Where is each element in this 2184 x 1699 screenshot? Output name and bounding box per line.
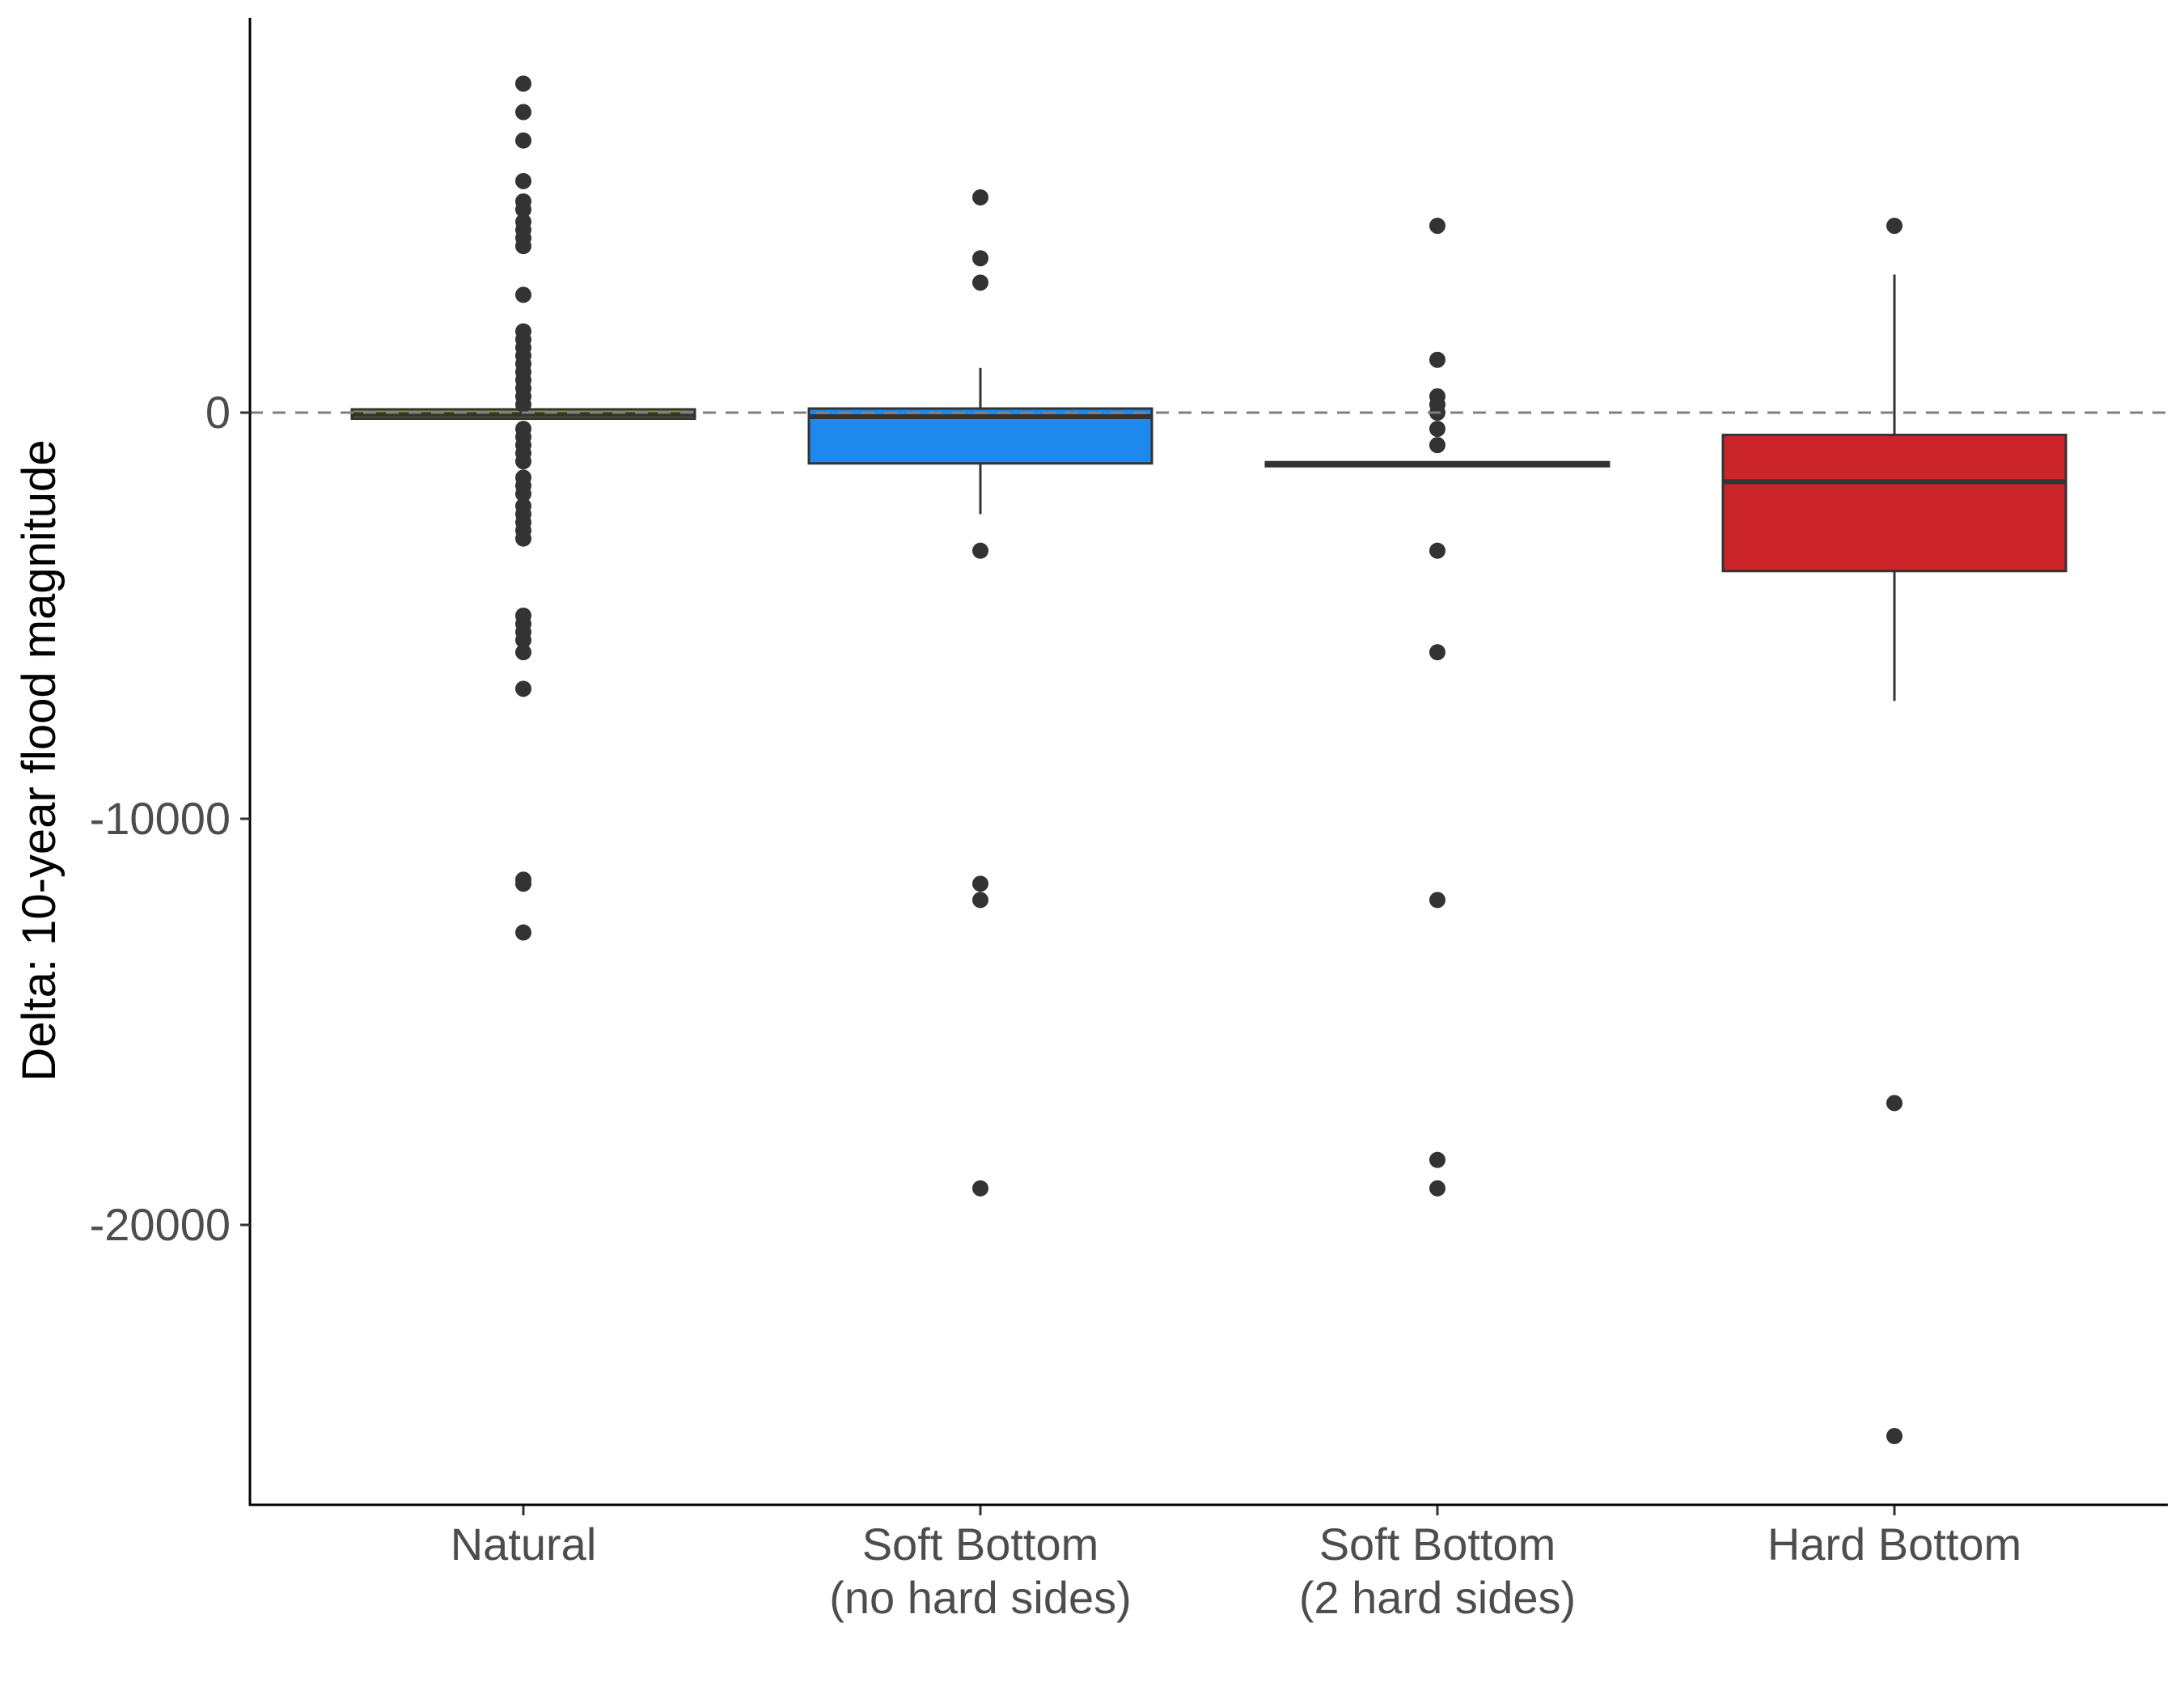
outlier-point — [972, 1180, 988, 1197]
box-group — [1721, 218, 2068, 1445]
outlier-point — [1429, 542, 1445, 559]
outlier-point — [1429, 1180, 1445, 1197]
axis-labels: Delta: 10-year flood magnitude 0 -10000 -2… — [13, 387, 2021, 1623]
outlier-point — [1886, 218, 1903, 235]
outlier-point — [515, 680, 531, 697]
outlier-point — [1886, 1428, 1903, 1445]
outlier-point — [1429, 437, 1445, 454]
x-tick-label: Soft Bottom — [1319, 1519, 1556, 1570]
box-group — [350, 75, 696, 941]
outlier-point — [972, 274, 988, 291]
outlier-point — [1429, 644, 1445, 661]
y-tick-label: -20000 — [90, 1199, 231, 1250]
outlier-point — [515, 530, 531, 547]
outlier-point — [515, 238, 531, 255]
iqr-box — [1721, 434, 2068, 573]
outlier-point — [1429, 218, 1445, 235]
outlier-point — [515, 286, 531, 303]
outlier-point — [515, 632, 531, 649]
outlier-point — [515, 924, 531, 941]
x-tick-label: (no hard sides) — [829, 1572, 1132, 1623]
outlier-point — [515, 132, 531, 149]
outlier-point — [515, 75, 531, 92]
outlier-point — [515, 396, 531, 413]
x-tick-label: Hard Bottom — [1767, 1519, 2021, 1570]
outlier-point — [972, 892, 988, 909]
outlier-point — [515, 104, 531, 121]
outlier-point — [1886, 1095, 1903, 1112]
outlier-point — [972, 875, 988, 892]
outlier-point — [1429, 892, 1445, 909]
outlier-point — [972, 189, 988, 205]
y-tick-label: 0 — [205, 387, 231, 438]
x-tick-label: Natural — [451, 1519, 597, 1570]
outlier-point — [515, 485, 531, 502]
y-axis-title: Delta: 10-year flood magnitude — [13, 439, 66, 1081]
outlier-point — [972, 250, 988, 267]
plot-area — [250, 75, 2168, 1445]
x-tick-label: Soft Bottom — [862, 1519, 1099, 1570]
x-tick-label: (2 hard sides) — [1299, 1572, 1576, 1623]
box-group — [807, 189, 1153, 1197]
outlier-point — [972, 542, 988, 559]
outlier-point — [515, 644, 531, 661]
y-tick-label: -10000 — [90, 793, 231, 844]
outlier-point — [1429, 421, 1445, 438]
outlier-point — [515, 201, 531, 218]
outlier-point — [1429, 351, 1445, 368]
outlier-point — [515, 875, 531, 892]
outlier-point — [1429, 1151, 1445, 1168]
outlier-point — [515, 172, 531, 189]
axes — [240, 18, 2168, 1515]
box-group — [1264, 218, 1610, 1197]
outlier-point — [515, 453, 531, 470]
